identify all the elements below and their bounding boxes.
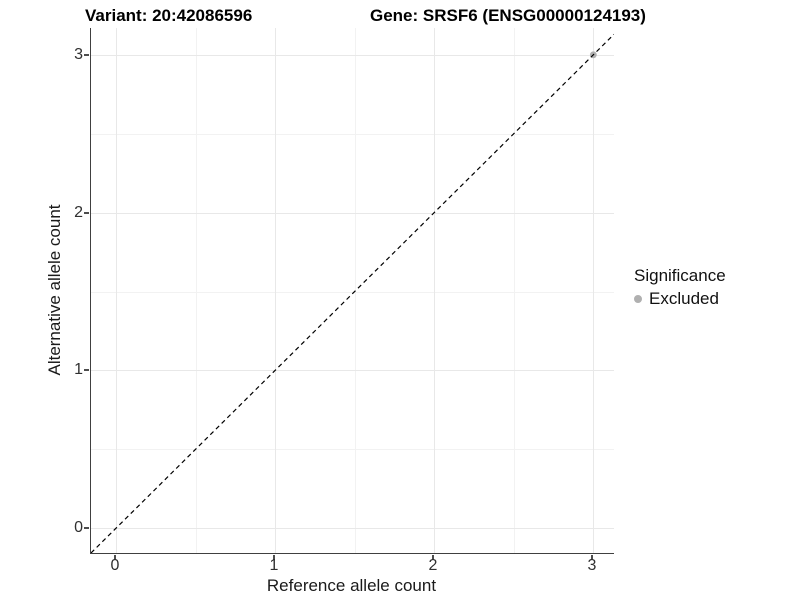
y-tick-mark — [84, 527, 89, 529]
gridline-y-major — [91, 370, 614, 371]
gridline-x-minor — [195, 28, 197, 553]
plot-title-gene: Gene: SRSF6 (ENSG00000124193) — [370, 6, 646, 25]
legend: Significance Excluded — [634, 266, 726, 309]
gridline-y-major — [91, 55, 614, 56]
gridline-y-minor — [91, 133, 614, 135]
y-tick-label: 0 — [74, 519, 83, 536]
legend-title: Significance — [634, 266, 726, 285]
gridline-x-major — [116, 28, 117, 553]
excluded-point-icon — [634, 295, 642, 303]
y-axis-title: Alternative allele count — [45, 204, 64, 376]
legend-item-label: Excluded — [649, 289, 719, 308]
x-tick-label: 0 — [110, 557, 120, 574]
y-tick-mark — [84, 369, 89, 371]
plot-panel — [90, 28, 614, 554]
legend-item-excluded: Excluded — [634, 289, 726, 309]
x-tick-mark — [432, 555, 434, 560]
gridline-y-minor — [91, 291, 614, 293]
y-tick-label: 2 — [74, 204, 83, 221]
x-tick-mark — [591, 555, 593, 560]
x-tick-label: 2 — [428, 557, 438, 574]
x-tick-label: 3 — [587, 557, 597, 574]
y-tick-mark — [84, 54, 89, 56]
x-tick-label: 1 — [269, 557, 279, 574]
x-tick-mark — [273, 555, 275, 560]
gridline-y-minor — [91, 449, 614, 451]
y-tick-label: 3 — [74, 46, 83, 63]
gridline-x-major — [275, 28, 276, 553]
gridline-y-major — [91, 213, 614, 214]
x-axis-title: Reference allele count — [266, 576, 437, 595]
gridline-x-major — [593, 28, 594, 553]
plot-title-variant: Variant: 20:42086596 — [85, 6, 253, 25]
x-tick-mark — [114, 555, 116, 560]
gridline-x-minor — [513, 28, 515, 553]
identity-dashed-line — [91, 33, 614, 553]
y-tick-label: 1 — [74, 361, 83, 378]
y-tick-mark — [84, 212, 89, 214]
gridline-y-major — [91, 528, 614, 529]
gridline-x-major — [434, 28, 435, 553]
plot-draw-layer — [91, 33, 614, 553]
